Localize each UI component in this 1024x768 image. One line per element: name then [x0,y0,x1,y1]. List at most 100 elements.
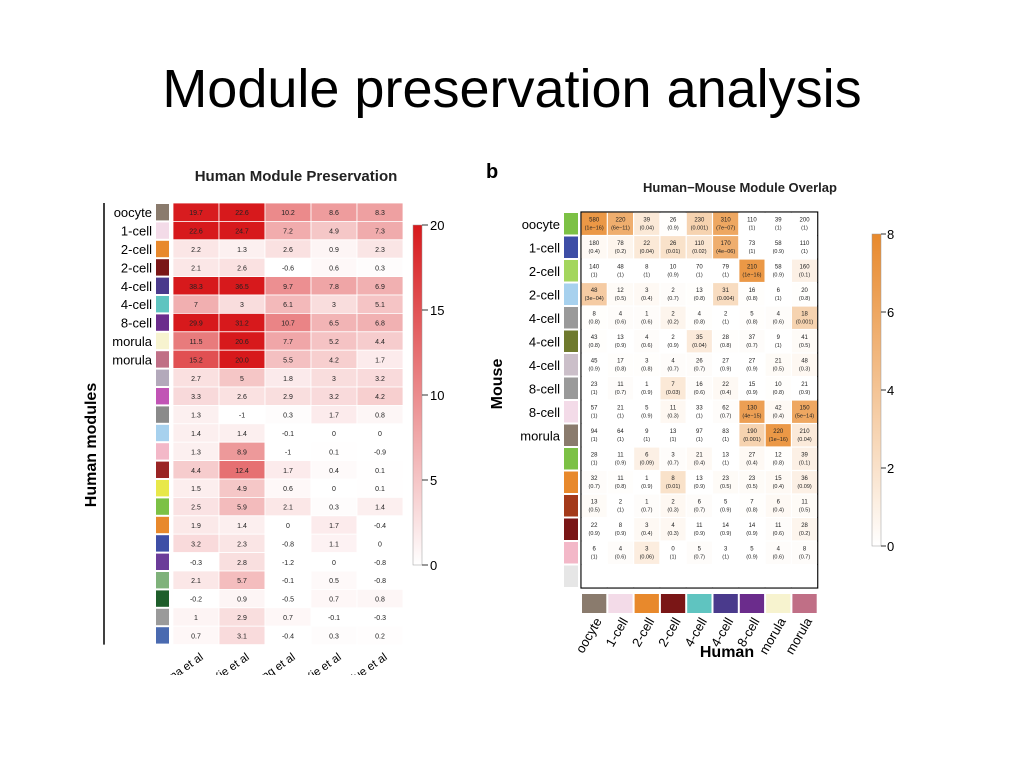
cell-value: 1.7 [329,413,339,420]
row-label: 8-cell [529,381,560,396]
cell-pvalue: (0.06) [640,555,655,561]
cell-count: 2 [724,312,728,318]
row-color-swatch [156,388,169,405]
cell-count: 3 [645,523,649,529]
cell-pvalue: (1e−16) [769,437,788,443]
cell-count: 15 [749,382,756,388]
cell-value: 2.6 [237,394,247,401]
heatmap-cell [607,494,633,517]
cell-value: 5.2 [329,339,339,346]
cell-count: 9 [645,429,649,435]
cell-pvalue: (1) [696,437,703,443]
row-color-swatch [564,330,578,352]
cell-value: 7.8 [329,284,339,291]
cell-count: 190 [747,429,758,435]
heatmap-cell [660,565,686,588]
heatmap-cell [660,306,686,329]
cell-value: 1.9 [191,523,201,530]
heatmap-cell [607,565,633,588]
cell-count: 180 [589,241,600,247]
panel-label-b: b [486,161,498,183]
cell-pvalue: (0.9) [799,390,810,396]
row-color-swatch [564,448,578,470]
cell-count: 10 [775,382,782,388]
cell-count: 43 [591,335,598,341]
colorbar-b [871,233,882,547]
cell-count: 13 [591,500,598,506]
heatmap-cell [660,400,686,423]
cell-value: 8.3 [375,210,385,217]
heatmap-cell [634,447,660,470]
cell-count: 150 [800,406,811,412]
cell-pvalue: (0.9) [746,390,757,396]
cell-pvalue: (4e−15) [742,414,761,420]
heatmap-cell [660,377,686,400]
cell-value: -1 [239,413,245,420]
cell-value: 0 [332,431,336,438]
cell-pvalue: (0.04) [692,343,707,349]
row-label: morula [112,352,153,367]
heatmap-cell [607,353,633,376]
cell-value: 38.3 [189,284,203,291]
cell-count: 27 [722,359,729,365]
cell-pvalue: (0.9) [667,226,678,232]
heatmap-cell [607,424,633,447]
column-label: Tang et al [250,651,298,675]
heatmap-cell [739,565,765,588]
cell-pvalue: (0.02) [692,249,707,255]
cell-pvalue: (1) [591,555,598,561]
cell-count: 13 [696,476,703,482]
heatmap-cell [713,424,739,447]
cell-count: 4 [671,359,675,365]
heatmap-cell [686,541,712,564]
heatmap-cell [713,541,739,564]
heatmap-cell [739,330,765,353]
cell-value: -0.1 [328,615,340,622]
cell-value: 2.6 [283,247,293,254]
cell-pvalue: (0.5) [615,296,626,302]
heatmap-cell [713,400,739,423]
cell-value: 15.2 [189,357,203,364]
cell-count: 2 [619,500,623,506]
cell-value: -0.8 [374,578,386,585]
cell-pvalue: (1) [643,437,650,443]
heatmap-cell [607,447,633,470]
cell-count: 48 [591,288,598,294]
row-color-swatch [156,553,169,570]
cell-count: 13 [696,288,703,294]
cell-value: 3.2 [191,541,201,548]
cell-pvalue: (0.3) [667,508,678,514]
human-module-preservation-heatmap: Human Module Preservation Human modules … [83,168,444,675]
colorbar-tick-label: 0 [430,558,437,573]
human-mouse-module-overlap-heatmap: b Human−Mouse Module Overlap Mouse Human… [486,161,894,661]
cell-pvalue: (1) [670,437,677,443]
cell-value: 7.3 [375,229,385,236]
cell-value: 0.3 [329,505,339,512]
cell-value: 2.3 [375,247,385,254]
cell-count: 14 [722,523,729,529]
cell-value: 0.8 [375,597,385,604]
heatmap-b-title: Human−Mouse Module Overlap [643,180,837,195]
heatmap-cell [660,424,686,447]
cell-count: 4 [619,547,623,553]
cell-value: 0 [332,486,336,493]
heatmap-cell [660,259,686,282]
cell-pvalue: (0.9) [720,367,731,373]
cell-count: 62 [722,406,729,412]
heatmap-cell [739,259,765,282]
cell-value: 0.6 [329,265,339,272]
cell-count: 110 [747,218,757,224]
cell-value: 1.4 [191,431,201,438]
row-label: 4-cell [529,334,560,349]
cell-pvalue: (0.9) [694,531,705,537]
cell-pvalue: (0.01) [666,249,681,255]
cell-pvalue: (0.8) [773,461,784,467]
cell-value: -0.3 [374,615,386,622]
heatmap-cell [607,283,633,306]
heatmap-cell [792,283,818,306]
cell-pvalue: (0.9) [773,273,784,279]
cell-pvalue: (6e−11) [611,226,630,232]
cell-value: 2.1 [283,505,293,512]
row-color-swatch [156,222,169,239]
heatmap-a-title: Human Module Preservation [195,168,398,185]
